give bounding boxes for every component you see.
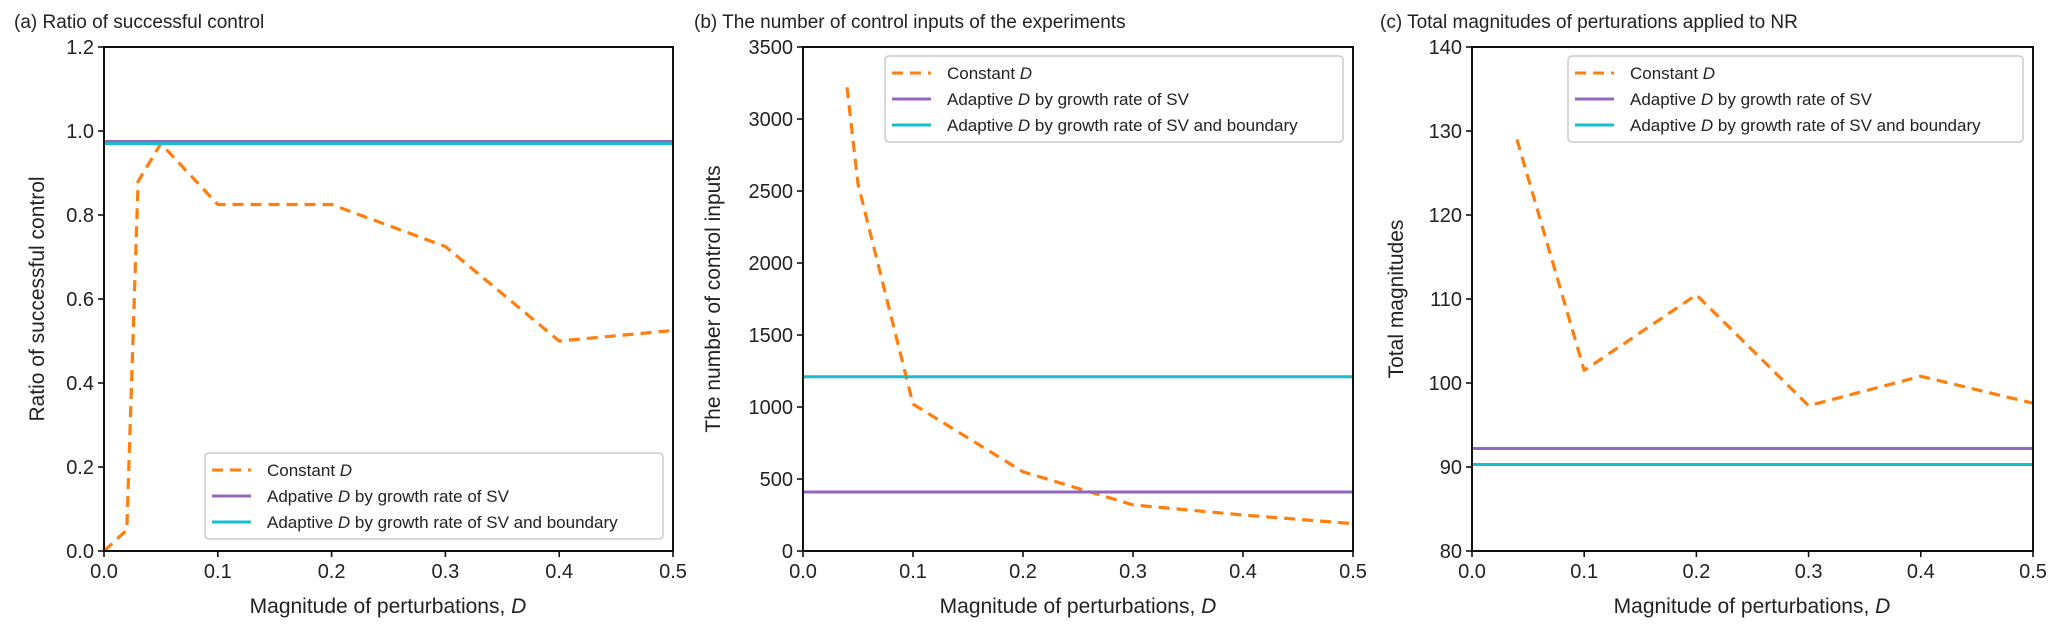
- legend-box: [1567, 55, 2024, 143]
- y-tick-label: 1.2: [66, 37, 94, 59]
- series-group: [803, 87, 1353, 526]
- series-line-constant: [845, 87, 1353, 526]
- y-tick-label: 90: [1440, 457, 1462, 479]
- y-tick-label: 1.0: [66, 121, 94, 143]
- panel-b: (b) The number of control inputs of the …: [694, 12, 1367, 618]
- panel-b-ylabel: The number of control inputs: [702, 165, 725, 432]
- legend-label: Constant D: [267, 461, 352, 480]
- y-tick-label: 3500: [749, 37, 794, 59]
- x-tick-label: 0.0: [1458, 561, 1486, 583]
- y-tick-label: 2500: [749, 181, 794, 203]
- panel-b-title: (b) The number of control inputs of the …: [694, 12, 1126, 33]
- y-tick-label: 80: [1440, 541, 1462, 563]
- y-tick-label: 500: [760, 469, 793, 491]
- legend-label: Adaptive D by growth rate of SV and boun…: [267, 513, 618, 532]
- x-tick-label: 0.1: [1570, 561, 1598, 583]
- legend-box: [204, 452, 664, 540]
- x-tick-label: 0.2: [1682, 561, 1710, 583]
- panel-a-title: (a) Ratio of successful control: [14, 12, 264, 33]
- legend-box: [884, 55, 1344, 143]
- legend-label: Adaptive D by growth rate of SV: [947, 90, 1190, 109]
- x-tick-label: 0.4: [545, 561, 573, 583]
- x-tick-label: 0.3: [1119, 561, 1147, 583]
- x-tick-label: 0.3: [431, 561, 459, 583]
- legend-label: Adpative D by growth rate of SV: [267, 487, 510, 506]
- y-tick-label: 1000: [749, 397, 794, 419]
- panel-b-xlabel: Magnitude of perturbations, D: [940, 595, 1217, 618]
- x-tick-label: 0.4: [1229, 561, 1257, 583]
- legend: Constant D Adaptive D by growth rate of S…: [1567, 55, 2024, 143]
- y-tick-label: 100: [1429, 373, 1462, 395]
- x-tick-label: 0.5: [659, 561, 687, 583]
- panel-a-ylabel: Ratio of successful control: [26, 176, 49, 421]
- y-tick-label: 130: [1429, 121, 1462, 143]
- y-tick-label: 110: [1430, 289, 1462, 311]
- x-tick-label: 0.2: [318, 561, 346, 583]
- y-tick-label: 3000: [749, 109, 794, 131]
- panel-c-plot: 0.0 0.1 0.2 0.3 0.4 0.5 80 90 100 110 120 130 140 Con…: [1429, 37, 2047, 583]
- series-line-constant: [104, 142, 673, 551]
- y-tick-label: 0.6: [66, 289, 94, 311]
- x-tick-label: 0.5: [1339, 561, 1367, 583]
- legend-label: Adaptive D by growth rate of SV and boun…: [1630, 116, 1981, 135]
- y-tick-label: 0.4: [66, 373, 94, 395]
- y-tick-label: 2000: [749, 253, 794, 275]
- x-tick-label: 0.0: [789, 561, 817, 583]
- panel-c: (c) Total magnitudes of perturations app…: [1380, 12, 2047, 618]
- y-tick-label: 0.8: [66, 205, 94, 227]
- y-tick-label: 0.2: [66, 457, 94, 479]
- panel-c-xlabel: Magnitude of perturbations, D: [1614, 595, 1891, 618]
- panel-b-plot: 0.0 0.1 0.2 0.3 0.4 0.5 0 500 1000 1500 2000 2500 30…: [749, 37, 1367, 583]
- panel-c-ylabel: Total magnitudes: [1385, 220, 1408, 379]
- legend: Constant D Adaptive D by growth rate of S…: [884, 55, 1344, 143]
- panel-a: (a) Ratio of successful control 0.0 0.1 0.…: [14, 12, 687, 618]
- series-group: [104, 140, 673, 551]
- panel-a-plot: 0.0 0.1 0.2 0.3 0.4 0.5 0.0 0.2 0.4 0.6 0.8 1.0 1.2 C…: [66, 37, 687, 583]
- y-tick-label: 120: [1429, 205, 1462, 227]
- y-tick-label: 1500: [749, 325, 794, 347]
- legend: Constant D Adpative D by growth rate of S…: [204, 452, 664, 540]
- series-line-constant: [1515, 138, 2033, 408]
- legend-label: Constant D: [1630, 64, 1715, 83]
- legend-label: Adaptive D by growth rate of SV: [1630, 90, 1873, 109]
- x-tick-label: 0.4: [1907, 561, 1935, 583]
- plot-frame: [802, 46, 1354, 552]
- x-tick-label: 0.1: [204, 561, 232, 583]
- y-tick-label: 0.0: [66, 541, 94, 563]
- x-tick-label: 0.3: [1795, 561, 1823, 583]
- panel-a-xlabel: Magnitude of perturbations, D: [250, 595, 527, 618]
- legend-label: Constant D: [947, 64, 1032, 83]
- y-tick-label: 140: [1429, 37, 1462, 59]
- x-tick-label: 0.2: [1009, 561, 1037, 583]
- series-group: [1472, 138, 2033, 466]
- x-tick-label: 0.5: [2019, 561, 2047, 583]
- x-tick-label: 0.1: [899, 561, 927, 583]
- x-tick-label: 0.0: [90, 561, 118, 583]
- panel-c-title: (c) Total magnitudes of perturations app…: [1380, 12, 1798, 33]
- y-tick-label: 0: [782, 541, 793, 563]
- legend-label: Adaptive D by growth rate of SV and boun…: [947, 116, 1298, 135]
